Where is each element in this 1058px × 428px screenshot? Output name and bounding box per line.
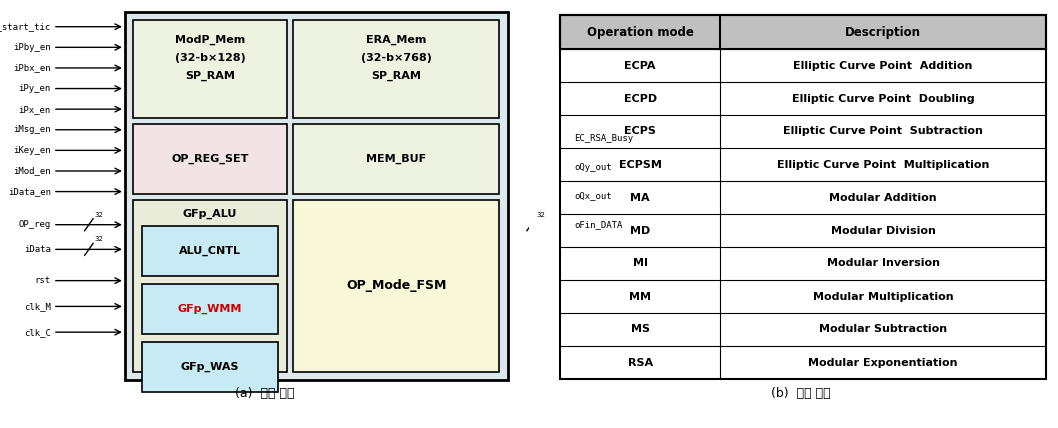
- Bar: [293, 200, 499, 372]
- Text: iPbx_en: iPbx_en: [13, 63, 51, 72]
- Text: Modular Division: Modular Division: [831, 226, 935, 235]
- Text: iPx_en: iPx_en: [19, 105, 51, 114]
- Text: clk_C: clk_C: [24, 328, 51, 337]
- Text: ERA_Mem: ERA_Mem: [366, 35, 426, 45]
- Text: SP_RAM: SP_RAM: [185, 71, 235, 81]
- Text: ALU_CNTL: ALU_CNTL: [179, 246, 241, 256]
- Bar: [133, 20, 287, 118]
- Text: OP_REG_SET: OP_REG_SET: [171, 154, 249, 164]
- Text: GFp_ALU: GFp_ALU: [183, 209, 237, 219]
- Text: OP_reg: OP_reg: [19, 220, 51, 229]
- Text: GFp_WAS: GFp_WAS: [181, 362, 239, 372]
- Text: Modular Addition: Modular Addition: [829, 193, 937, 202]
- Text: Operation mode: Operation mode: [587, 26, 694, 39]
- Text: rst: rst: [35, 276, 51, 285]
- Text: ECPS: ECPS: [624, 127, 656, 137]
- Text: iData_en: iData_en: [7, 187, 51, 196]
- Text: iKey_en: iKey_en: [13, 146, 51, 155]
- Text: Elliptic Curve Point  Multiplication: Elliptic Curve Point Multiplication: [777, 160, 989, 169]
- Text: MM: MM: [630, 291, 651, 301]
- Text: oFin_DATA: oFin_DATA: [574, 220, 623, 229]
- Text: clk_M: clk_M: [24, 302, 51, 311]
- Bar: [560, 15, 1046, 379]
- Text: 32: 32: [94, 236, 103, 242]
- Text: ECPSM: ECPSM: [619, 160, 661, 169]
- Text: iPby_en: iPby_en: [13, 43, 51, 52]
- Text: EC_RSA_Busy: EC_RSA_Busy: [574, 134, 634, 143]
- Bar: [142, 284, 278, 334]
- Text: Elliptic Curve Point  Addition: Elliptic Curve Point Addition: [794, 60, 972, 71]
- Text: oQy_out: oQy_out: [574, 163, 613, 172]
- Text: 32: 32: [94, 212, 103, 218]
- Text: Modular Exponentiation: Modular Exponentiation: [808, 357, 957, 368]
- Bar: [293, 124, 499, 194]
- Bar: [560, 15, 1046, 49]
- Text: MD: MD: [630, 226, 651, 235]
- Text: MI: MI: [633, 259, 647, 268]
- Text: iMod_en: iMod_en: [13, 166, 51, 175]
- Text: GFp_WMM: GFp_WMM: [178, 304, 242, 314]
- Bar: [293, 20, 499, 118]
- Text: ModP_Mem: ModP_Mem: [175, 35, 245, 45]
- Text: SP_RAM: SP_RAM: [371, 71, 421, 81]
- Text: RSA: RSA: [627, 357, 653, 368]
- Text: MA: MA: [631, 193, 650, 202]
- Bar: [142, 342, 278, 392]
- Text: (32-b×768): (32-b×768): [361, 53, 432, 63]
- Text: (a)  내부 구조: (a) 내부 구조: [235, 387, 294, 400]
- Bar: [133, 124, 287, 194]
- Text: MS: MS: [631, 324, 650, 335]
- Text: Modular Subtraction: Modular Subtraction: [819, 324, 947, 335]
- Text: iData: iData: [24, 245, 51, 254]
- Text: ECPA: ECPA: [624, 60, 656, 71]
- Text: (32-b×128): (32-b×128): [175, 53, 245, 63]
- Text: Elliptic Curve Point  Subtraction: Elliptic Curve Point Subtraction: [783, 127, 983, 137]
- Text: OP_Mode_FSM: OP_Mode_FSM: [346, 279, 446, 292]
- Text: iMsg_en: iMsg_en: [13, 125, 51, 134]
- Text: (b)  동작 모드: (b) 동작 모드: [770, 387, 831, 400]
- Bar: [142, 226, 278, 276]
- Text: MEM_BUF: MEM_BUF: [366, 154, 426, 164]
- Text: Core_start_tic: Core_start_tic: [0, 22, 51, 31]
- Text: Description: Description: [845, 26, 922, 39]
- Text: oQx_out: oQx_out: [574, 191, 613, 200]
- Text: Modular Inversion: Modular Inversion: [826, 259, 940, 268]
- Text: iPy_en: iPy_en: [19, 84, 51, 93]
- Text: Modular Multiplication: Modular Multiplication: [813, 291, 953, 301]
- Bar: [125, 12, 508, 380]
- Bar: [133, 200, 287, 372]
- Text: ECPD: ECPD: [623, 93, 657, 104]
- Text: Elliptic Curve Point  Doubling: Elliptic Curve Point Doubling: [791, 93, 974, 104]
- Text: 32: 32: [536, 212, 545, 218]
